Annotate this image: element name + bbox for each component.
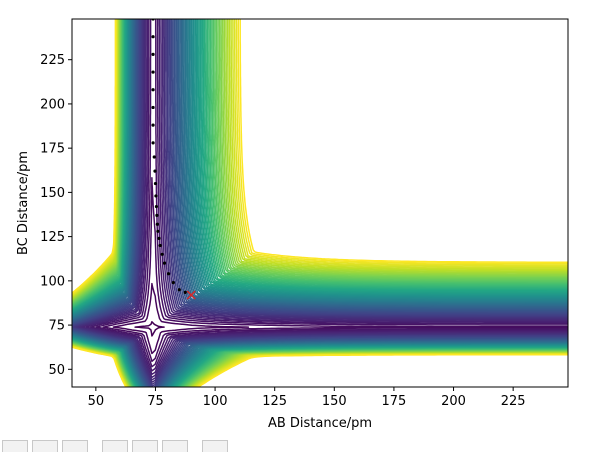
trajectory-point bbox=[153, 181, 158, 186]
trajectory-point bbox=[162, 261, 167, 265]
toolbar-separator bbox=[192, 440, 198, 448]
trajectory-point bbox=[156, 229, 160, 233]
trajectory-point bbox=[151, 88, 155, 92]
configure-button[interactable] bbox=[162, 440, 188, 452]
trajectory-points bbox=[151, 19, 187, 294]
x-tick-label: 200 bbox=[441, 394, 466, 409]
marker-x bbox=[186, 290, 196, 300]
pan-button[interactable] bbox=[102, 440, 128, 452]
trajectory-point bbox=[166, 272, 171, 276]
trajectory-point bbox=[152, 155, 156, 159]
trajectory-point bbox=[151, 70, 155, 74]
x-tick-label: 150 bbox=[322, 394, 347, 409]
contour-level bbox=[90, 19, 568, 372]
contour-level bbox=[81, 19, 568, 379]
axes-frame bbox=[71, 18, 569, 388]
marker-layer bbox=[186, 290, 196, 300]
home-button[interactable] bbox=[2, 440, 28, 452]
contour-level bbox=[78, 19, 568, 381]
y-tick-label: 200 bbox=[40, 97, 65, 112]
y-tick-label: 75 bbox=[48, 319, 65, 334]
contour-plot: 50 75 100 125 150 175 200 225 50 75 100 125 150 175 2… bbox=[16, 18, 569, 431]
x-tick-label: 175 bbox=[382, 394, 407, 409]
y-tick-label: 50 bbox=[48, 363, 65, 378]
trajectory-point bbox=[157, 236, 161, 240]
trajectory-point bbox=[153, 169, 157, 173]
trajectory-point bbox=[183, 290, 187, 294]
trajectory-point bbox=[151, 52, 155, 56]
trajectory-point bbox=[151, 105, 155, 110]
y-tick-label: 225 bbox=[40, 53, 65, 68]
x-tick-label: 125 bbox=[262, 394, 287, 409]
y-tick-label: 100 bbox=[40, 274, 65, 289]
y-axis-label: BC Distance/pm bbox=[16, 151, 31, 255]
trajectory-point bbox=[151, 123, 155, 127]
y-tick-label: 175 bbox=[40, 142, 65, 157]
trajectory-point bbox=[155, 222, 159, 226]
x-axis-ticks: 50 75 100 125 150 175 200 225 bbox=[88, 387, 526, 409]
zoom-button[interactable] bbox=[132, 440, 158, 452]
y-axis-ticks: 50 75 100 125 150 175 200 225 bbox=[40, 53, 72, 378]
y-tick-label: 125 bbox=[40, 230, 65, 245]
contour-level bbox=[95, 19, 568, 368]
figure-toolbar bbox=[0, 440, 602, 452]
trajectory-point bbox=[151, 141, 155, 145]
trajectory-point bbox=[151, 35, 155, 39]
back-button[interactable] bbox=[32, 440, 58, 452]
contour-lines bbox=[72, 19, 568, 387]
x-tick-label: 50 bbox=[88, 394, 105, 409]
contour-level bbox=[134, 321, 165, 337]
trajectory-point bbox=[177, 288, 181, 292]
forward-button[interactable] bbox=[62, 440, 88, 452]
trajectory-point bbox=[171, 281, 175, 285]
x-tick-label: 100 bbox=[203, 394, 228, 409]
x-tick-label: 225 bbox=[501, 394, 526, 409]
y-tick-label: 150 bbox=[40, 186, 65, 201]
trajectory-point bbox=[154, 194, 158, 198]
contour-level bbox=[102, 176, 568, 363]
x-axis-label: AB Distance/pm bbox=[268, 416, 372, 431]
trajectory-point bbox=[154, 204, 159, 209]
toolbar-separator bbox=[92, 440, 98, 448]
contour-level bbox=[85, 19, 568, 376]
contour-level bbox=[112, 282, 250, 355]
trajectory-point bbox=[158, 243, 162, 248]
trajectory-point bbox=[155, 213, 159, 217]
x-tick-label: 75 bbox=[147, 394, 164, 409]
save-button[interactable] bbox=[202, 440, 228, 452]
trajectory-point bbox=[160, 252, 164, 256]
contour-level bbox=[72, 19, 568, 387]
